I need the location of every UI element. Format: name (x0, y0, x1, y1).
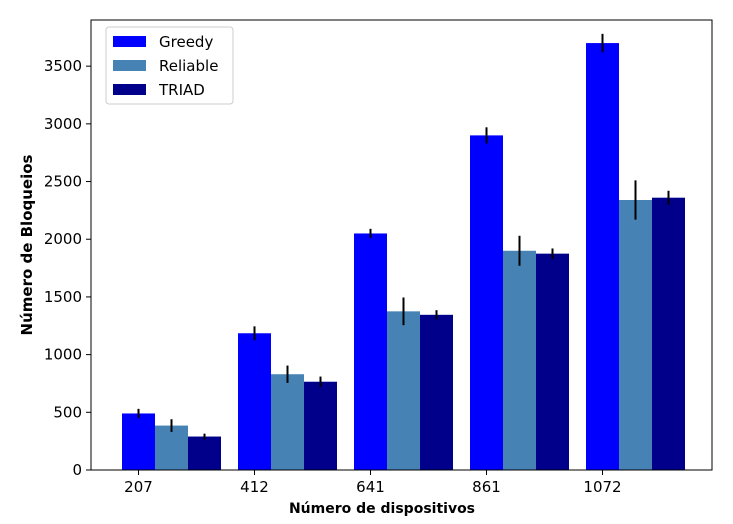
bar-reliable-641 (387, 311, 420, 470)
legend-swatch-reliable (113, 60, 146, 71)
y-tick-label: 500 (53, 403, 82, 421)
bar-greedy-1072 (586, 43, 619, 470)
y-tick-label: 3000 (44, 115, 82, 133)
error-bars-layer (137, 33, 670, 440)
bar-reliable-207 (155, 425, 188, 470)
bar-triad-641 (420, 314, 453, 470)
bars-layer (122, 43, 685, 470)
y-tick-label: 2500 (44, 173, 82, 191)
x-tick-label: 1072 (583, 478, 621, 496)
bar-triad-207 (188, 436, 221, 470)
bar-triad-412 (304, 381, 337, 470)
legend-label-greedy: Greedy (159, 33, 213, 51)
legend-swatch-triad (113, 84, 146, 95)
x-axis: 207 412 641 861 1072 (124, 470, 622, 496)
y-tick-label: 1500 (44, 288, 82, 306)
bar-reliable-861 (503, 250, 536, 470)
y-axis-label: Número de Bloqueios (18, 154, 36, 335)
bar-greedy-207 (122, 413, 155, 470)
plot-frame (90, 19, 713, 471)
x-axis-label: Número de dispositivos (289, 501, 475, 517)
x-tick-label: 641 (356, 478, 385, 496)
y-axis: 0 500 1000 1500 2000 2500 3000 3500 (44, 57, 91, 479)
bar-greedy-412 (238, 333, 271, 470)
legend-swatch-greedy (113, 36, 146, 47)
y-tick-label: 1000 (44, 346, 82, 364)
y-tick-label: 2000 (44, 230, 82, 248)
bar-triad-861 (536, 253, 569, 470)
legend-label-reliable: Reliable (159, 57, 218, 75)
y-tick-label: 0 (72, 461, 82, 479)
bar-reliable-412 (271, 374, 304, 470)
x-tick-label: 861 (472, 478, 501, 496)
bar-triad-1072 (652, 197, 685, 470)
legend-label-triad: TRIAD (158, 81, 205, 99)
x-tick-label: 207 (124, 478, 153, 496)
x-tick-label: 412 (240, 478, 269, 496)
y-tick-label: 3500 (44, 57, 82, 75)
legend: Greedy Reliable TRIAD (105, 26, 234, 105)
bar-greedy-641 (354, 233, 387, 470)
bar-reliable-1072 (619, 200, 652, 470)
bar-greedy-861 (470, 135, 503, 470)
